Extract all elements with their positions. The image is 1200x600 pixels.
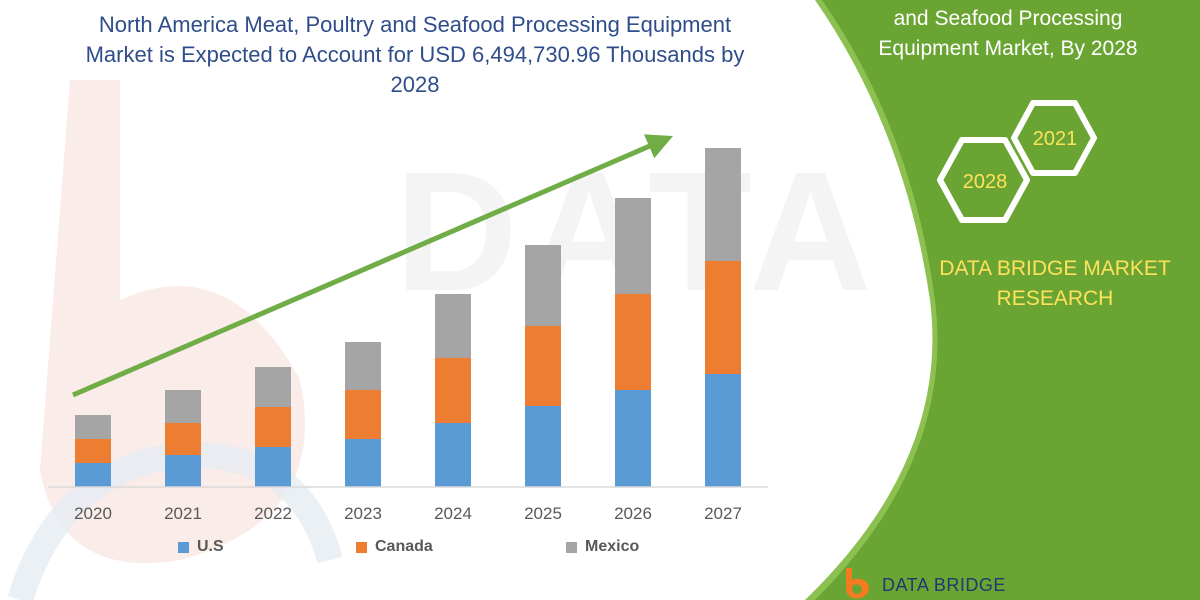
bar-canada-2024	[435, 358, 471, 423]
bar-us-2024	[435, 423, 471, 487]
legend-swatch-mexico	[566, 541, 577, 553]
legend-swatch-canada	[356, 541, 367, 553]
x-tick-label: 2025	[524, 504, 562, 523]
chart-title-line: 2028	[390, 72, 440, 97]
x-tick-label: 2027	[704, 504, 742, 523]
bar-canada-2020	[75, 439, 111, 463]
x-tick-label: 2021	[164, 504, 202, 523]
brand-name-line: DATA BRIDGE MARKET	[939, 257, 1171, 280]
trend-arrow	[72, 134, 673, 398]
chart-title: North America Meat, Poultry and Seafood …	[40, 10, 790, 100]
legend-swatch-us	[178, 541, 189, 553]
bar-us-2020	[75, 463, 111, 487]
bar-mexico-2025	[525, 245, 561, 326]
bar-mexico-2023	[345, 342, 381, 390]
hexagon-back-label: 2021	[1033, 128, 1078, 150]
legend-label-mexico: Mexico	[585, 538, 640, 555]
legend-label-canada: Canada	[375, 538, 433, 555]
x-tick-labels: 2020 2021 2022 2023 2024 2025 2026 2027	[74, 504, 742, 523]
legend-item-mexico: Mexico	[566, 538, 639, 556]
bar-mexico-2021	[165, 390, 201, 423]
bar-us-2027	[705, 374, 741, 487]
chart-title-line: Market is Expected to Account for USD 6,…	[85, 42, 745, 67]
bar-us-2022	[255, 447, 291, 487]
bar-canada-2021	[165, 423, 201, 455]
x-tick-label: 2022	[254, 504, 292, 523]
panel-title-line: Equipment Market, By 2028	[878, 37, 1138, 60]
bar-canada-2027	[705, 261, 741, 374]
bar-us-2021	[165, 455, 201, 487]
bar-us-2025	[525, 406, 561, 487]
bar-mexico-2027	[705, 148, 741, 261]
x-tick-label: 2024	[434, 504, 472, 523]
chart-legend: U.S Canada Mexico	[178, 538, 698, 562]
x-tick-label: 2023	[344, 504, 382, 523]
bar-us-2026	[615, 390, 651, 487]
bar-us-2023	[345, 439, 381, 487]
footer-logo: DATA BRIDGE	[840, 566, 1040, 600]
bar-mexico-2020	[75, 415, 111, 439]
bar-canada-2025	[525, 326, 561, 406]
x-tick-label: 2020	[74, 504, 112, 523]
logo-mark-icon	[846, 568, 869, 599]
hexagon-front-label: 2028	[963, 171, 1008, 193]
bar-mexico-2022	[255, 367, 291, 407]
bar-canada-2023	[345, 390, 381, 439]
trend-arrow-head	[644, 134, 673, 159]
x-tick-label: 2026	[614, 504, 652, 523]
legend-item-us: U.S	[178, 538, 224, 556]
hexagon-back	[1011, 100, 1097, 176]
panel-title: and Seafood Processing Equipment Market,…	[830, 4, 1186, 64]
legend-item-canada: Canada	[356, 538, 433, 556]
bar-mexico-2024	[435, 294, 471, 358]
bar-canada-2026	[615, 294, 651, 390]
bar-canada-2022	[255, 407, 291, 447]
trend-arrow-line	[72, 141, 655, 398]
brand-name: DATA BRIDGE MARKET RESEARCH	[920, 254, 1190, 314]
logo-text: DATA BRIDGE	[882, 575, 1006, 595]
panel-title-line: and Seafood Processing	[893, 7, 1123, 30]
legend-label-us: U.S	[197, 538, 224, 555]
hexagon-front	[937, 137, 1030, 223]
chart-title-line: North America Meat, Poultry and Seafood …	[98, 12, 732, 37]
bar-mexico-2026	[615, 198, 651, 294]
bars-group	[75, 148, 741, 487]
green-panel-dark	[815, 0, 1200, 600]
brand-name-line: RESEARCH	[996, 287, 1114, 310]
